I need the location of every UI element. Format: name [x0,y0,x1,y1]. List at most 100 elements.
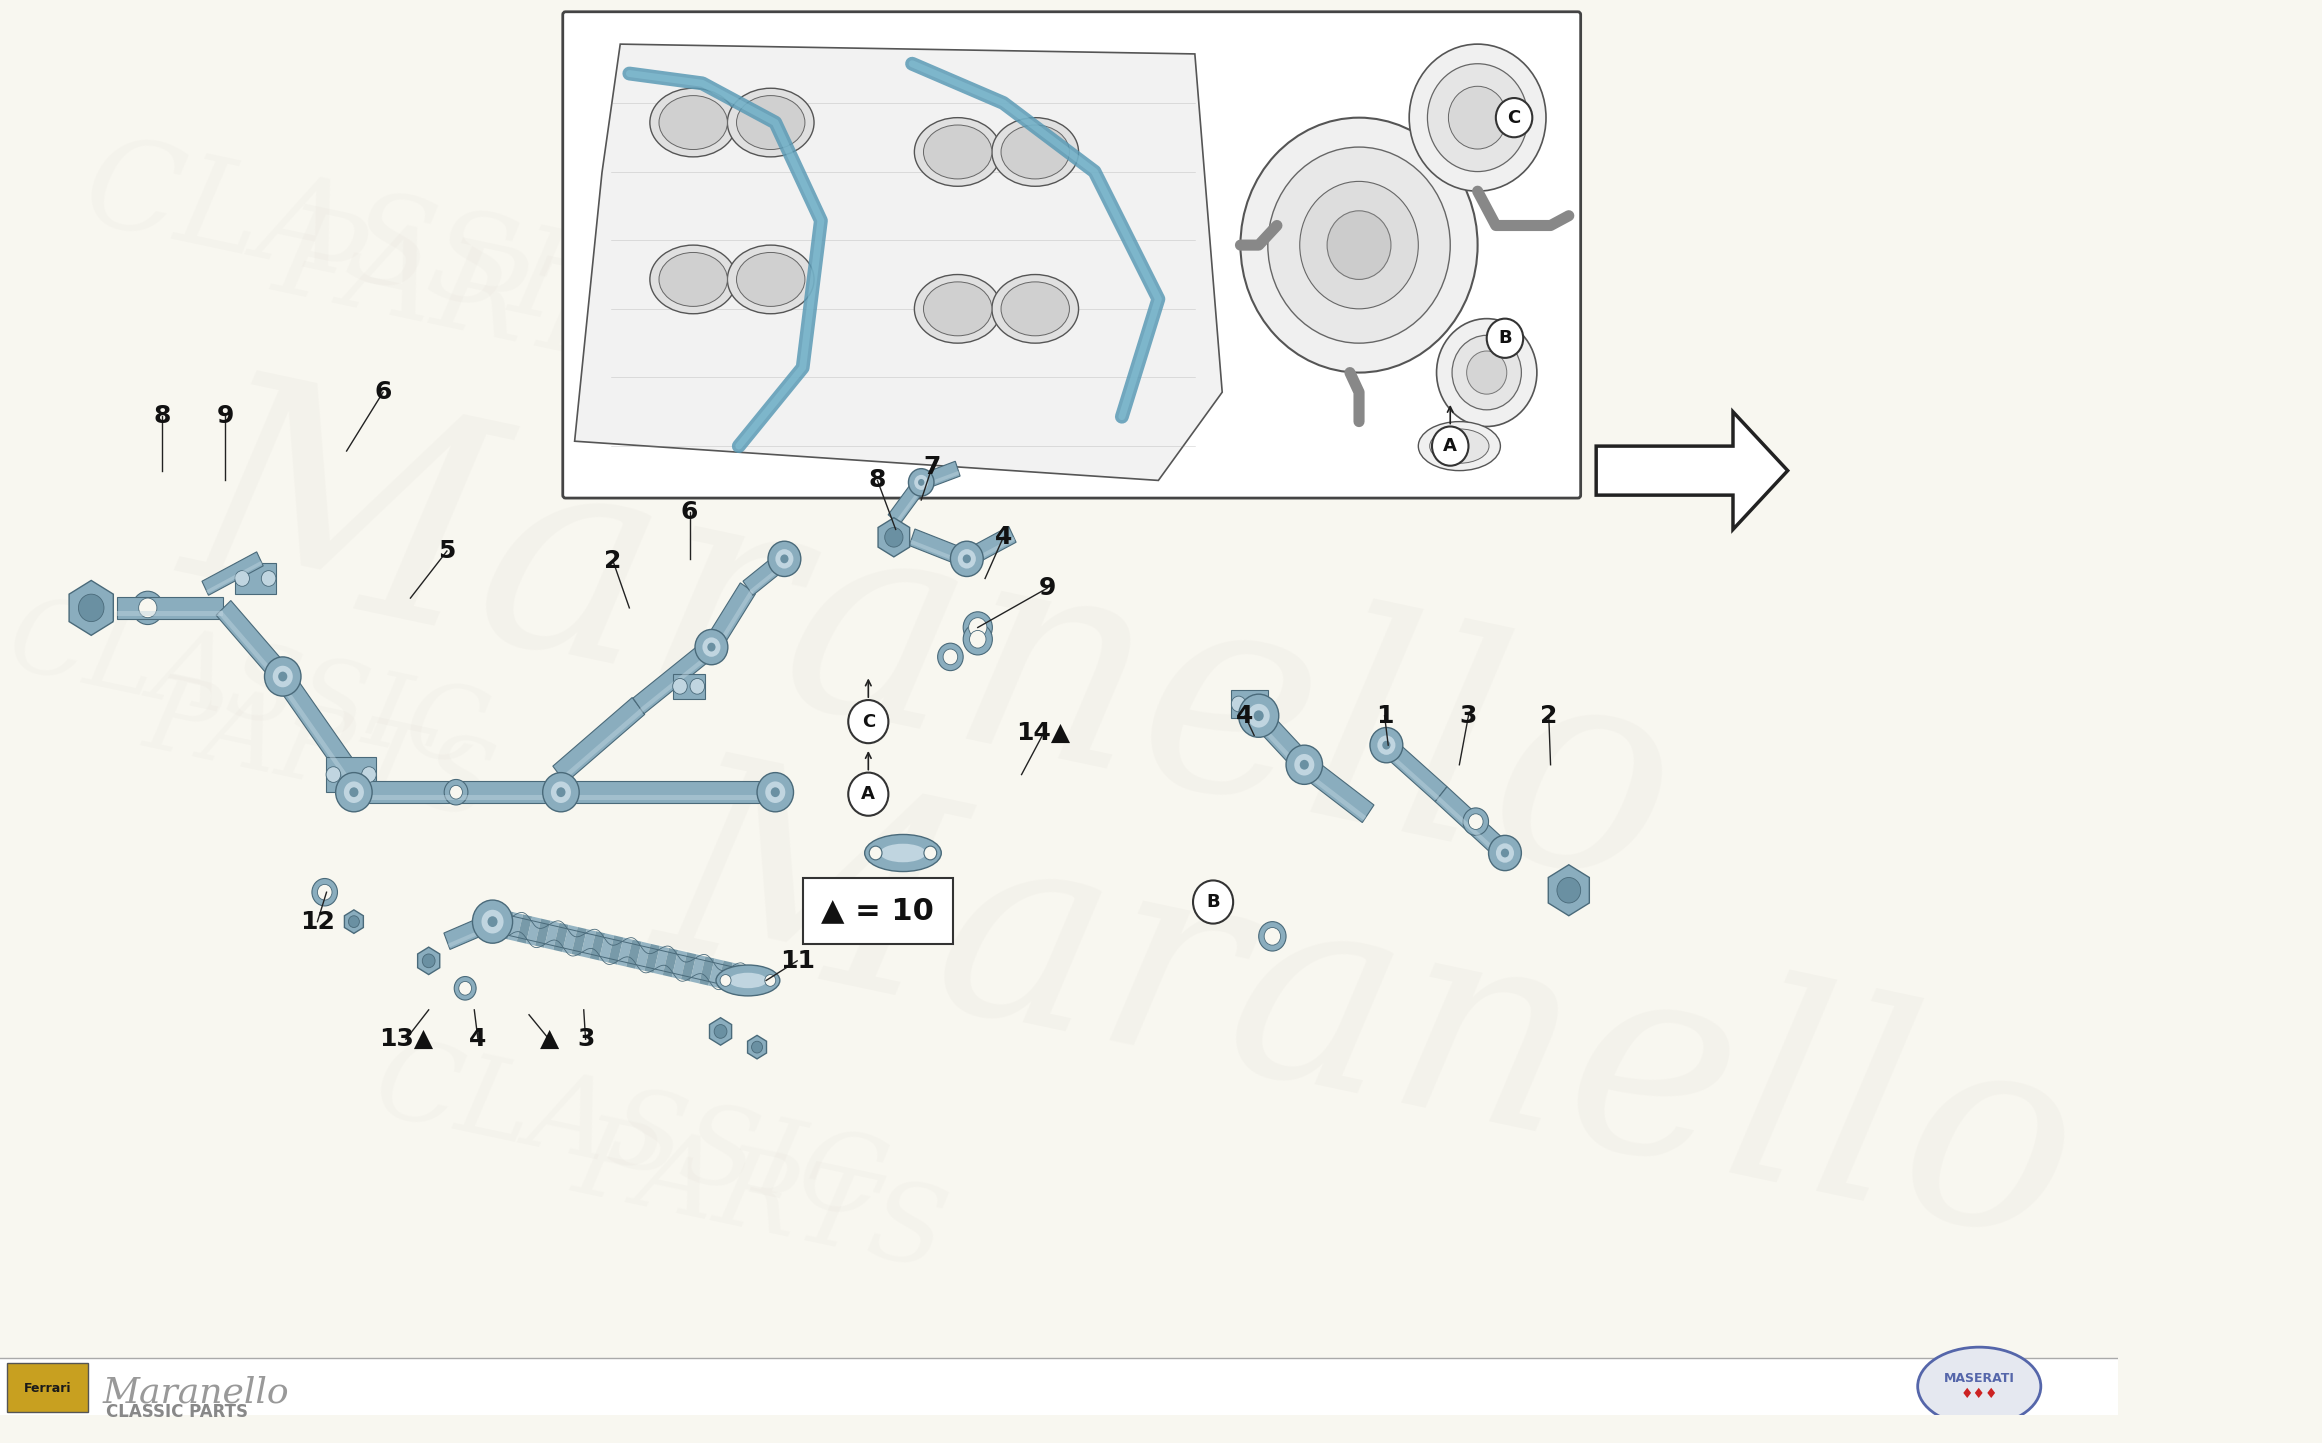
Ellipse shape [915,118,1001,186]
Polygon shape [116,597,223,619]
Circle shape [1286,745,1324,785]
Ellipse shape [727,245,815,313]
Polygon shape [562,709,643,781]
Circle shape [971,631,987,648]
Polygon shape [896,483,926,524]
Text: ♦♦♦: ♦♦♦ [1960,1387,1997,1401]
Circle shape [704,638,720,657]
Polygon shape [216,600,290,684]
Text: 6: 6 [680,499,699,524]
Polygon shape [968,537,1015,564]
Circle shape [1300,760,1310,769]
Polygon shape [920,462,959,489]
Circle shape [1231,696,1247,711]
Text: MASERATI: MASERATI [1944,1372,2015,1385]
Text: 8: 8 [153,404,172,427]
Circle shape [964,623,991,655]
Circle shape [924,847,936,859]
Circle shape [318,885,332,900]
Polygon shape [713,590,755,651]
Circle shape [885,528,903,547]
Ellipse shape [736,95,806,150]
Circle shape [1382,740,1391,749]
Circle shape [1428,63,1528,172]
Circle shape [1194,880,1233,924]
Circle shape [362,766,376,782]
Circle shape [471,900,513,944]
Circle shape [1451,335,1521,410]
Ellipse shape [715,965,780,996]
Circle shape [1254,696,1268,711]
Text: PARTS: PARTS [265,196,704,403]
FancyBboxPatch shape [562,12,1581,498]
Ellipse shape [864,834,940,872]
Circle shape [1377,736,1396,755]
Polygon shape [750,561,787,593]
Circle shape [1433,427,1468,466]
Ellipse shape [736,253,806,306]
Circle shape [764,974,776,987]
Circle shape [460,981,471,996]
Circle shape [1263,928,1282,945]
Text: Ferrari: Ferrari [23,1382,72,1395]
Text: PARTS: PARTS [748,98,1138,281]
Text: CLASSIC: CLASSIC [72,127,669,368]
Polygon shape [634,639,717,714]
Circle shape [868,846,882,860]
Polygon shape [553,697,646,784]
Polygon shape [743,551,789,596]
Circle shape [1468,351,1507,394]
Text: A: A [1444,437,1458,455]
Circle shape [348,916,360,928]
Circle shape [450,785,462,799]
Polygon shape [574,45,1221,481]
Text: B: B [1205,893,1219,911]
Circle shape [694,629,727,665]
Polygon shape [276,678,348,779]
Polygon shape [116,612,223,616]
Circle shape [325,766,341,782]
Circle shape [964,612,991,644]
Text: PARTS: PARTS [137,667,504,840]
Circle shape [1495,98,1533,137]
Ellipse shape [1001,126,1070,179]
Circle shape [769,541,801,577]
Polygon shape [1435,786,1512,860]
Circle shape [311,879,337,906]
Polygon shape [351,782,557,802]
Text: 12: 12 [300,909,334,934]
Circle shape [1328,211,1391,280]
Polygon shape [1300,768,1365,821]
Circle shape [1558,877,1581,903]
Polygon shape [1382,747,1440,799]
Ellipse shape [727,88,815,157]
Text: 9: 9 [1038,576,1057,600]
Polygon shape [878,518,910,557]
Bar [0,1358,2118,1424]
Circle shape [848,772,889,815]
Text: 6: 6 [374,380,392,404]
Circle shape [279,671,288,681]
Circle shape [766,782,785,802]
Polygon shape [704,583,755,652]
Polygon shape [202,551,262,596]
Circle shape [481,909,504,934]
Circle shape [1268,147,1451,343]
Text: B: B [1498,329,1512,348]
Text: 7: 7 [924,455,940,479]
Circle shape [1495,843,1514,863]
Text: 2: 2 [604,548,622,573]
Text: 1: 1 [1377,704,1393,727]
Circle shape [1259,922,1286,951]
Ellipse shape [880,844,926,863]
Text: A: A [861,785,875,804]
Polygon shape [1254,719,1303,771]
Circle shape [262,570,276,586]
Bar [673,674,704,698]
Ellipse shape [924,281,991,336]
Bar [1231,690,1268,717]
Text: 4: 4 [994,525,1012,550]
Circle shape [871,847,882,859]
Text: 9: 9 [216,404,235,427]
Circle shape [1449,87,1507,149]
